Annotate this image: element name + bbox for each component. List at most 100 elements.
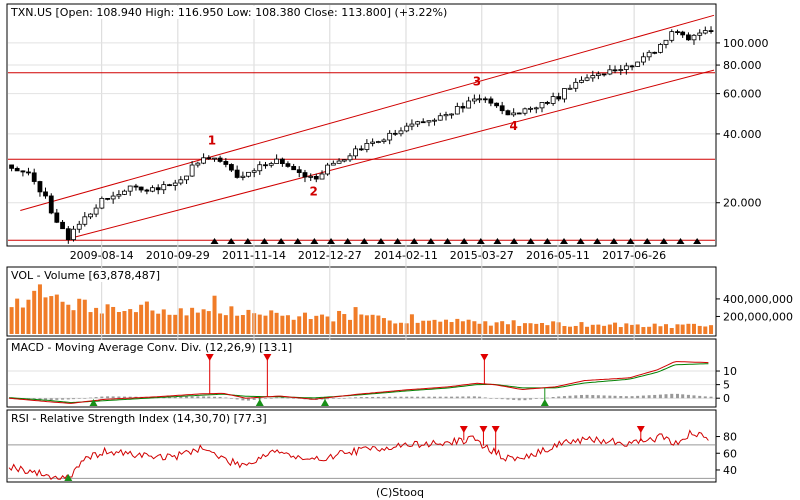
rsi-title: RSI - Relative Strength Index (14,30,70)… (11, 412, 267, 425)
macd-histogram-bar (83, 398, 87, 399)
candle (263, 161, 268, 169)
candle (533, 106, 539, 114)
candle (686, 32, 691, 41)
candle (691, 33, 697, 45)
candle (404, 122, 410, 133)
volume-bars (9, 284, 714, 334)
macd-histogram-bar (365, 396, 369, 399)
candle-body (522, 108, 528, 114)
candle (539, 102, 545, 113)
candle (550, 92, 556, 106)
macd-histogram-bar (207, 396, 211, 399)
volume-bar (71, 310, 76, 334)
candle-body (71, 228, 76, 241)
candle (443, 111, 449, 121)
candle-body (381, 139, 387, 142)
candle-body (675, 31, 680, 34)
volume-bar (37, 284, 42, 334)
volume-bar (314, 315, 319, 334)
candle (155, 184, 161, 195)
macd-histogram-bar (692, 395, 696, 399)
candle-body (93, 207, 99, 215)
volume-bar (444, 319, 449, 334)
macd-buy-marker (255, 399, 264, 406)
candle-body (562, 88, 567, 100)
macd-histogram-bar (664, 394, 668, 399)
price-panel-frame (6, 3, 717, 247)
volume-bar (472, 321, 477, 334)
macd-histogram-bar (61, 398, 65, 400)
macd-histogram-bar (495, 398, 499, 399)
candle (353, 145, 358, 159)
macd-buy-marker (540, 399, 549, 406)
volume-bar (370, 314, 375, 334)
macd-histogram-bar (653, 394, 657, 399)
volume-bar (342, 314, 347, 334)
candle-body (60, 221, 65, 230)
date-marker-triangle (310, 238, 319, 244)
macd-histogram-bar (71, 398, 75, 400)
macd-histogram-bar (399, 396, 403, 399)
candle (375, 140, 381, 144)
volume-title-bg (9, 269, 159, 282)
candle (499, 101, 505, 115)
date-marker-triangle (460, 238, 469, 244)
candle (133, 183, 139, 191)
macd-histogram-bar (675, 393, 679, 399)
volume-bar (297, 316, 302, 334)
candle (567, 84, 573, 90)
macd-line (8, 361, 709, 404)
date-marker-triangle (560, 238, 569, 244)
macd-histogram-bar (630, 396, 634, 399)
volume-bar (54, 294, 59, 334)
volume-bar (404, 323, 409, 334)
candle-body (161, 184, 167, 191)
candle (590, 70, 596, 82)
candle-body (201, 157, 206, 164)
candle-body (127, 185, 133, 192)
candle-body (353, 148, 358, 157)
candle-body (296, 169, 302, 173)
volume-bar (686, 323, 691, 334)
candle-body (20, 170, 26, 173)
candle-body (133, 185, 139, 188)
candle-body (528, 107, 533, 110)
rsi-sell-marker (459, 426, 468, 433)
volume-bar (483, 321, 488, 334)
macd-histogram-bar (608, 395, 612, 399)
volume-bar (652, 323, 657, 334)
volume-bar (26, 299, 31, 334)
macd-histogram-bar (252, 398, 256, 400)
rsi-sell-marker (636, 426, 645, 433)
candle (150, 185, 155, 193)
volume-bar (156, 313, 161, 334)
candle (37, 180, 43, 197)
macd-histogram-bar (354, 397, 358, 399)
candle (629, 64, 635, 71)
candle (528, 106, 533, 113)
candle (702, 26, 708, 35)
volume-bar (647, 326, 652, 334)
volume-bar (359, 314, 364, 334)
date-marker-triangle (443, 238, 452, 244)
volume-bar (257, 314, 262, 334)
candle (623, 62, 629, 75)
candle (285, 161, 291, 168)
candle (99, 196, 105, 210)
price-y-tick-label-3: 80.000 (723, 59, 762, 72)
volume-bar (522, 323, 527, 334)
candle-body (313, 175, 319, 180)
date-marker-triangle (277, 238, 286, 244)
macd-histogram-bar (670, 393, 674, 399)
volume-bar (579, 322, 584, 334)
macd-histogram-bar (89, 397, 93, 399)
rsi-y-axis: 40 60 80 (716, 431, 737, 477)
candle-body (116, 193, 122, 197)
candle-body (708, 30, 714, 32)
volume-bar (190, 307, 195, 334)
candle (460, 102, 466, 113)
macd-histogram-bar (416, 396, 420, 399)
macd-y-tick-label-0: 0 (723, 392, 730, 405)
candle (381, 138, 387, 144)
volume-bar (387, 320, 392, 334)
